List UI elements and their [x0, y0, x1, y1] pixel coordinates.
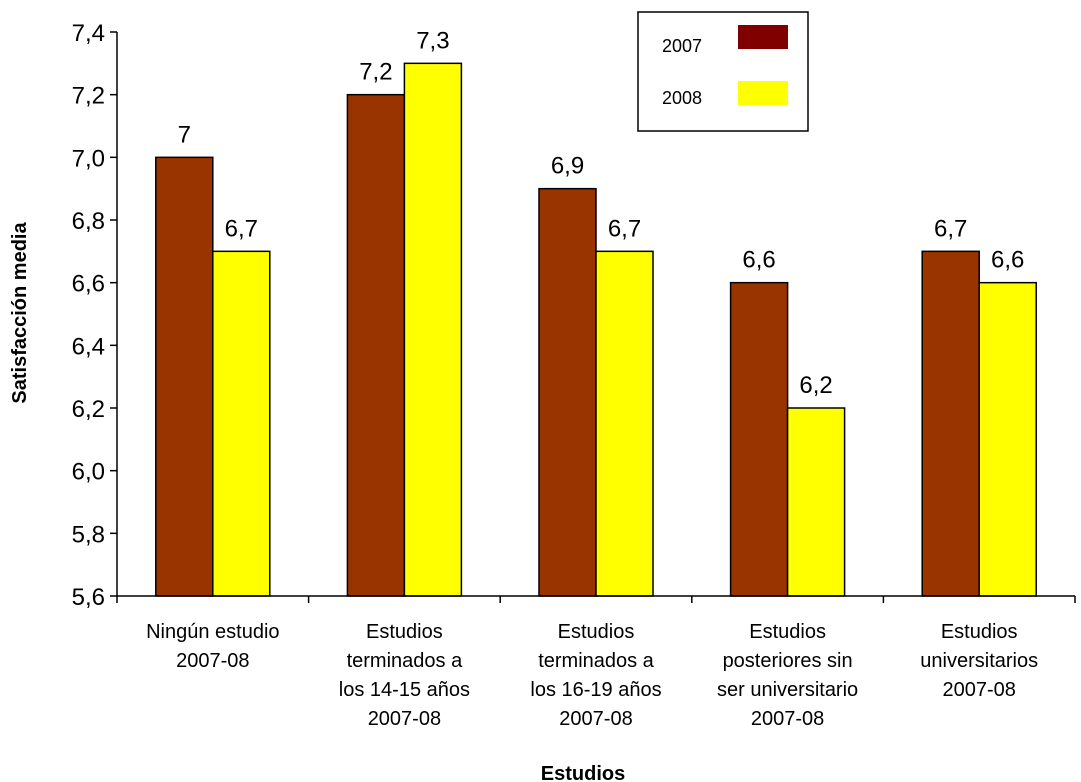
- bar-2007-0: [155, 156, 214, 597]
- y-tick-label: 6,6: [72, 271, 105, 298]
- x-category-label: Estudios terminados a los 16-19 años 2007-0…: [530, 621, 661, 730]
- bar-2007-1: [346, 93, 406, 597]
- y-tick-label: 6,8: [72, 208, 105, 235]
- data-label-2008-3: 6,2: [799, 372, 832, 399]
- bar-2008-1: [403, 62, 463, 597]
- x-category-label: Estudios posteriores sin ser universitario…: [717, 621, 858, 730]
- bar-2007-3: [729, 281, 789, 597]
- data-label-2007-0: 7: [178, 121, 191, 148]
- legend-label-2007: 2007: [662, 36, 702, 56]
- data-label-2007-4: 6,7: [934, 215, 967, 242]
- axes-group: [110, 31, 1076, 603]
- bar-2008-3: [786, 407, 846, 597]
- bar-2008-4: [978, 281, 1037, 597]
- data-label-2008-1: 7,3: [416, 27, 449, 54]
- x-category-label: Ningún estudio 2007-08: [146, 621, 279, 672]
- legend-label-2008: 2008: [662, 88, 702, 108]
- bars-group: [155, 62, 1037, 597]
- y-tick-labels: 5,6 5,8 6,0 6,2 6,4 6,6 6,8 7,0 7,2 7,4: [72, 20, 105, 611]
- x-axis-title: Estudios: [541, 763, 625, 782]
- x-category-label: Estudios terminados a los 14-15 años 2007-0…: [339, 621, 470, 730]
- y-tick-label: 7,2: [72, 83, 105, 110]
- y-tick-label: 6,2: [72, 396, 105, 423]
- y-tick-label: 5,8: [72, 521, 105, 548]
- legend: 2007 2008: [637, 11, 809, 132]
- data-label-2008-0: 6,7: [225, 215, 258, 242]
- y-tick-label: 7,0: [72, 145, 105, 172]
- data-label-2007-2: 6,9: [551, 153, 584, 180]
- x-category-label: Estudios universitarios 2007-08: [920, 621, 1038, 701]
- y-tick-label: 6,4: [72, 333, 105, 360]
- y-tick-label: 6,0: [72, 459, 105, 486]
- data-label-2007-1: 7,2: [359, 59, 392, 86]
- bar-2007-4: [921, 250, 980, 597]
- legend-swatch-2008: [738, 81, 788, 105]
- y-tick-label: 5,6: [72, 584, 105, 611]
- legend-swatch-2007: [738, 25, 788, 49]
- bar-2008-0: [212, 250, 271, 597]
- y-tick-label: 7,4: [72, 20, 105, 47]
- x-category-labels: Ningún estudio 2007-08 Estudios terminados …: [146, 621, 1038, 730]
- data-labels-group: 7 7,2 6,9 6,6 6,7 6,7 7,3 6,7 6,2 6,6: [178, 27, 1025, 399]
- bar-2008-2: [595, 250, 654, 597]
- legend-box: [637, 11, 809, 132]
- data-label-2008-2: 6,7: [608, 215, 641, 242]
- data-label-2007-3: 6,6: [742, 247, 775, 274]
- bar-2007-2: [538, 187, 597, 597]
- y-axis-title: Satisfacción media: [9, 222, 31, 404]
- data-label-2008-4: 6,6: [991, 247, 1024, 274]
